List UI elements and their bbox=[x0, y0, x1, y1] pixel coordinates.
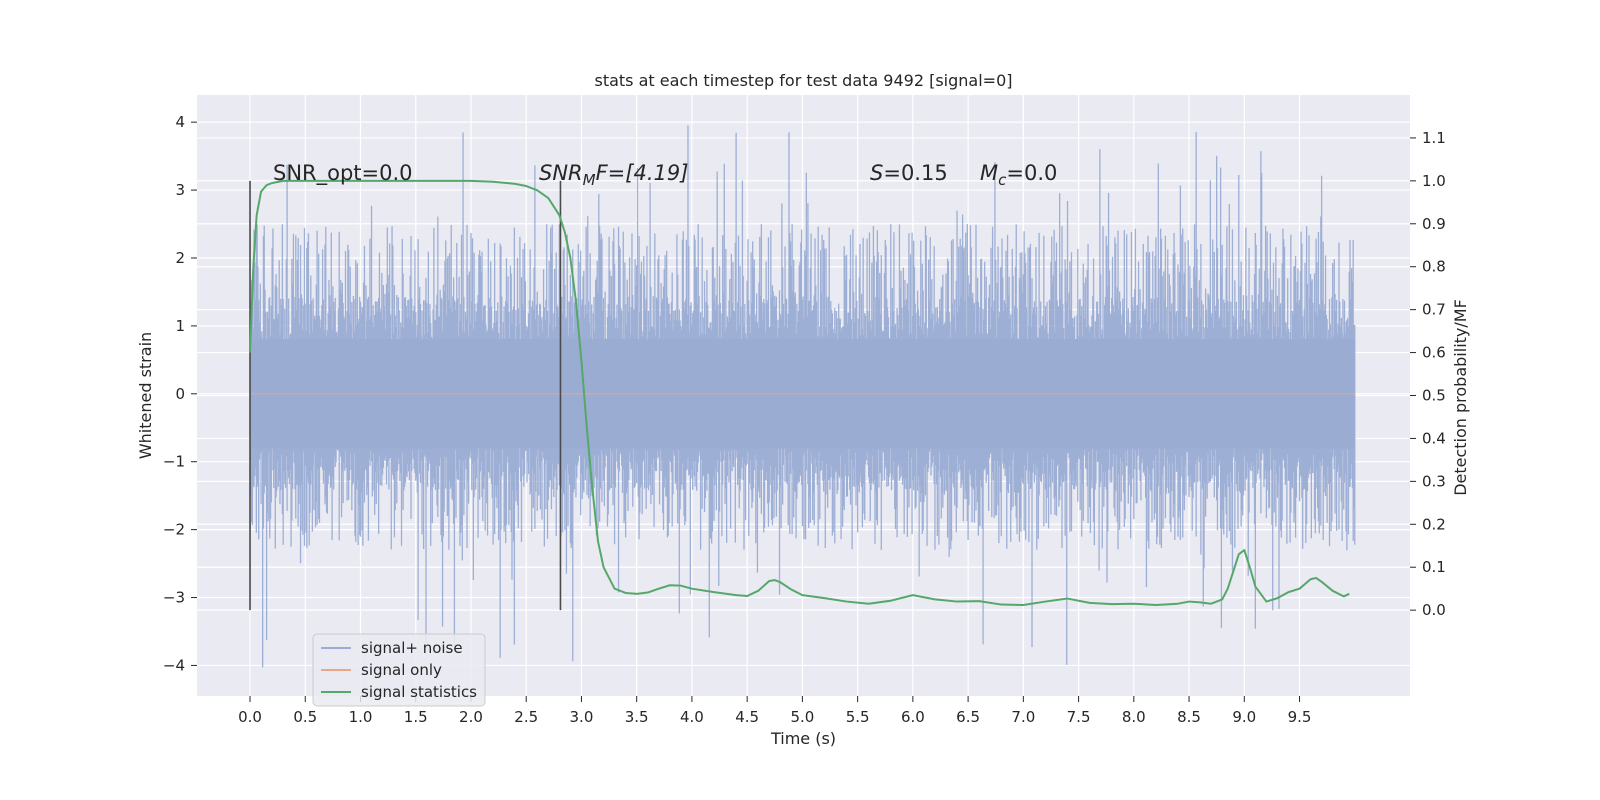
annotation-s-var: S bbox=[870, 161, 883, 185]
x-tick-label: 7.5 bbox=[1067, 708, 1091, 726]
statistics-series-group bbox=[249, 179, 1350, 606]
annotation-snr-mf-prefix: SNR bbox=[539, 161, 583, 185]
x-tick-label: 9.0 bbox=[1232, 708, 1256, 726]
y-right-tick-label: 0.7 bbox=[1422, 301, 1446, 319]
legend: signal+ noise signal only signal statist… bbox=[312, 633, 486, 707]
chart-title: stats at each timestep for test data 949… bbox=[594, 71, 1012, 90]
x-tick-label: 5.0 bbox=[790, 708, 814, 726]
x-tick-label: 4.5 bbox=[735, 708, 759, 726]
x-tick-label: 4.0 bbox=[680, 708, 704, 726]
x-tick-label: 5.5 bbox=[846, 708, 870, 726]
x-tick-label: 0.5 bbox=[293, 708, 317, 726]
y-tick-label: 1 bbox=[175, 317, 185, 335]
y-tick-label: −2 bbox=[163, 521, 185, 539]
x-tick-label: 6.5 bbox=[956, 708, 980, 726]
y-tick-label: 3 bbox=[175, 181, 185, 199]
y-tick-label: 4 bbox=[175, 113, 185, 131]
x-tick-label: 6.0 bbox=[901, 708, 925, 726]
legend-label-statistics: signal statistics bbox=[361, 683, 477, 701]
x-tick-label: 0.0 bbox=[238, 708, 262, 726]
x-tick-label: 2.0 bbox=[459, 708, 483, 726]
x-tick-label: 1.0 bbox=[349, 708, 373, 726]
y-tick-label: −1 bbox=[163, 453, 185, 471]
x-tick-label: 9.5 bbox=[1288, 708, 1312, 726]
y-axis-right-label: Detection probability/MF bbox=[1451, 299, 1470, 496]
y-right-tick-label: 0.8 bbox=[1422, 258, 1446, 276]
y-tick-label: −3 bbox=[163, 589, 185, 607]
y-right-tick-label: 0.1 bbox=[1422, 558, 1446, 576]
x-axis-label: Time (s) bbox=[770, 729, 836, 748]
y-axis-label: Whitened strain bbox=[136, 332, 155, 459]
statistics-series-line bbox=[249, 179, 1350, 606]
x-tick-label: 2.5 bbox=[514, 708, 538, 726]
y-right-tick-label: 0.3 bbox=[1422, 472, 1446, 490]
annotation-mc-var: M bbox=[980, 161, 998, 185]
y-right-tick-label: 0.9 bbox=[1422, 215, 1446, 233]
y-right-tick-label: 0.5 bbox=[1422, 387, 1446, 405]
y-right-tick-label: 0.4 bbox=[1422, 429, 1446, 447]
y-right-tick-label: 0.0 bbox=[1422, 601, 1446, 619]
annotation-snr-mf-suffix: F=[4.19] bbox=[596, 161, 689, 185]
x-tick-label: 8.5 bbox=[1177, 708, 1201, 726]
legend-box bbox=[312, 633, 486, 707]
annotation-mc-value: =0.0 bbox=[1006, 161, 1057, 185]
y-right-tick-label: 0.2 bbox=[1422, 515, 1446, 533]
annotations: SNR_opt=0.0 SNRMF=[4.19] S=0.15 Mc=0.0 bbox=[273, 161, 1057, 189]
y-right-tick-label: 1.0 bbox=[1422, 172, 1446, 190]
axis-ticks: 0.0 0.5 1.0 1.5 2.0 2.5 3.0 3.5 4.0 4.5 5.0 5.5 6.0 6… bbox=[163, 113, 1446, 726]
y-tick-label: 0 bbox=[175, 385, 185, 403]
y-right-tick-label: 0.6 bbox=[1422, 344, 1446, 362]
y-tick-label: −4 bbox=[163, 656, 185, 674]
legend-label-signal-only: signal only bbox=[361, 661, 442, 679]
annotation-snr-mf-subscript: M bbox=[583, 171, 596, 189]
y-tick-label: 2 bbox=[175, 249, 185, 267]
annotation-snr-opt: SNR_opt=0.0 bbox=[273, 161, 413, 186]
annotation-snr-mf: SNRMF=[4.19] bbox=[539, 161, 688, 189]
legend-label-noise: signal+ noise bbox=[361, 639, 463, 657]
annotation-mc-subscript: c bbox=[998, 171, 1007, 189]
x-tick-label: 1.5 bbox=[404, 708, 428, 726]
y-right-tick-label: 1.1 bbox=[1422, 129, 1446, 147]
annotation-s-value: =0.15 bbox=[883, 161, 947, 185]
annotation-s: S=0.15 bbox=[870, 161, 948, 185]
x-tick-label: 3.5 bbox=[625, 708, 649, 726]
annotation-mc: Mc=0.0 bbox=[980, 161, 1057, 189]
x-tick-label: 7.0 bbox=[1011, 708, 1035, 726]
x-tick-label: 8.0 bbox=[1122, 708, 1146, 726]
vertical-marker-group bbox=[249, 180, 562, 611]
x-tick-label: 3.0 bbox=[570, 708, 594, 726]
